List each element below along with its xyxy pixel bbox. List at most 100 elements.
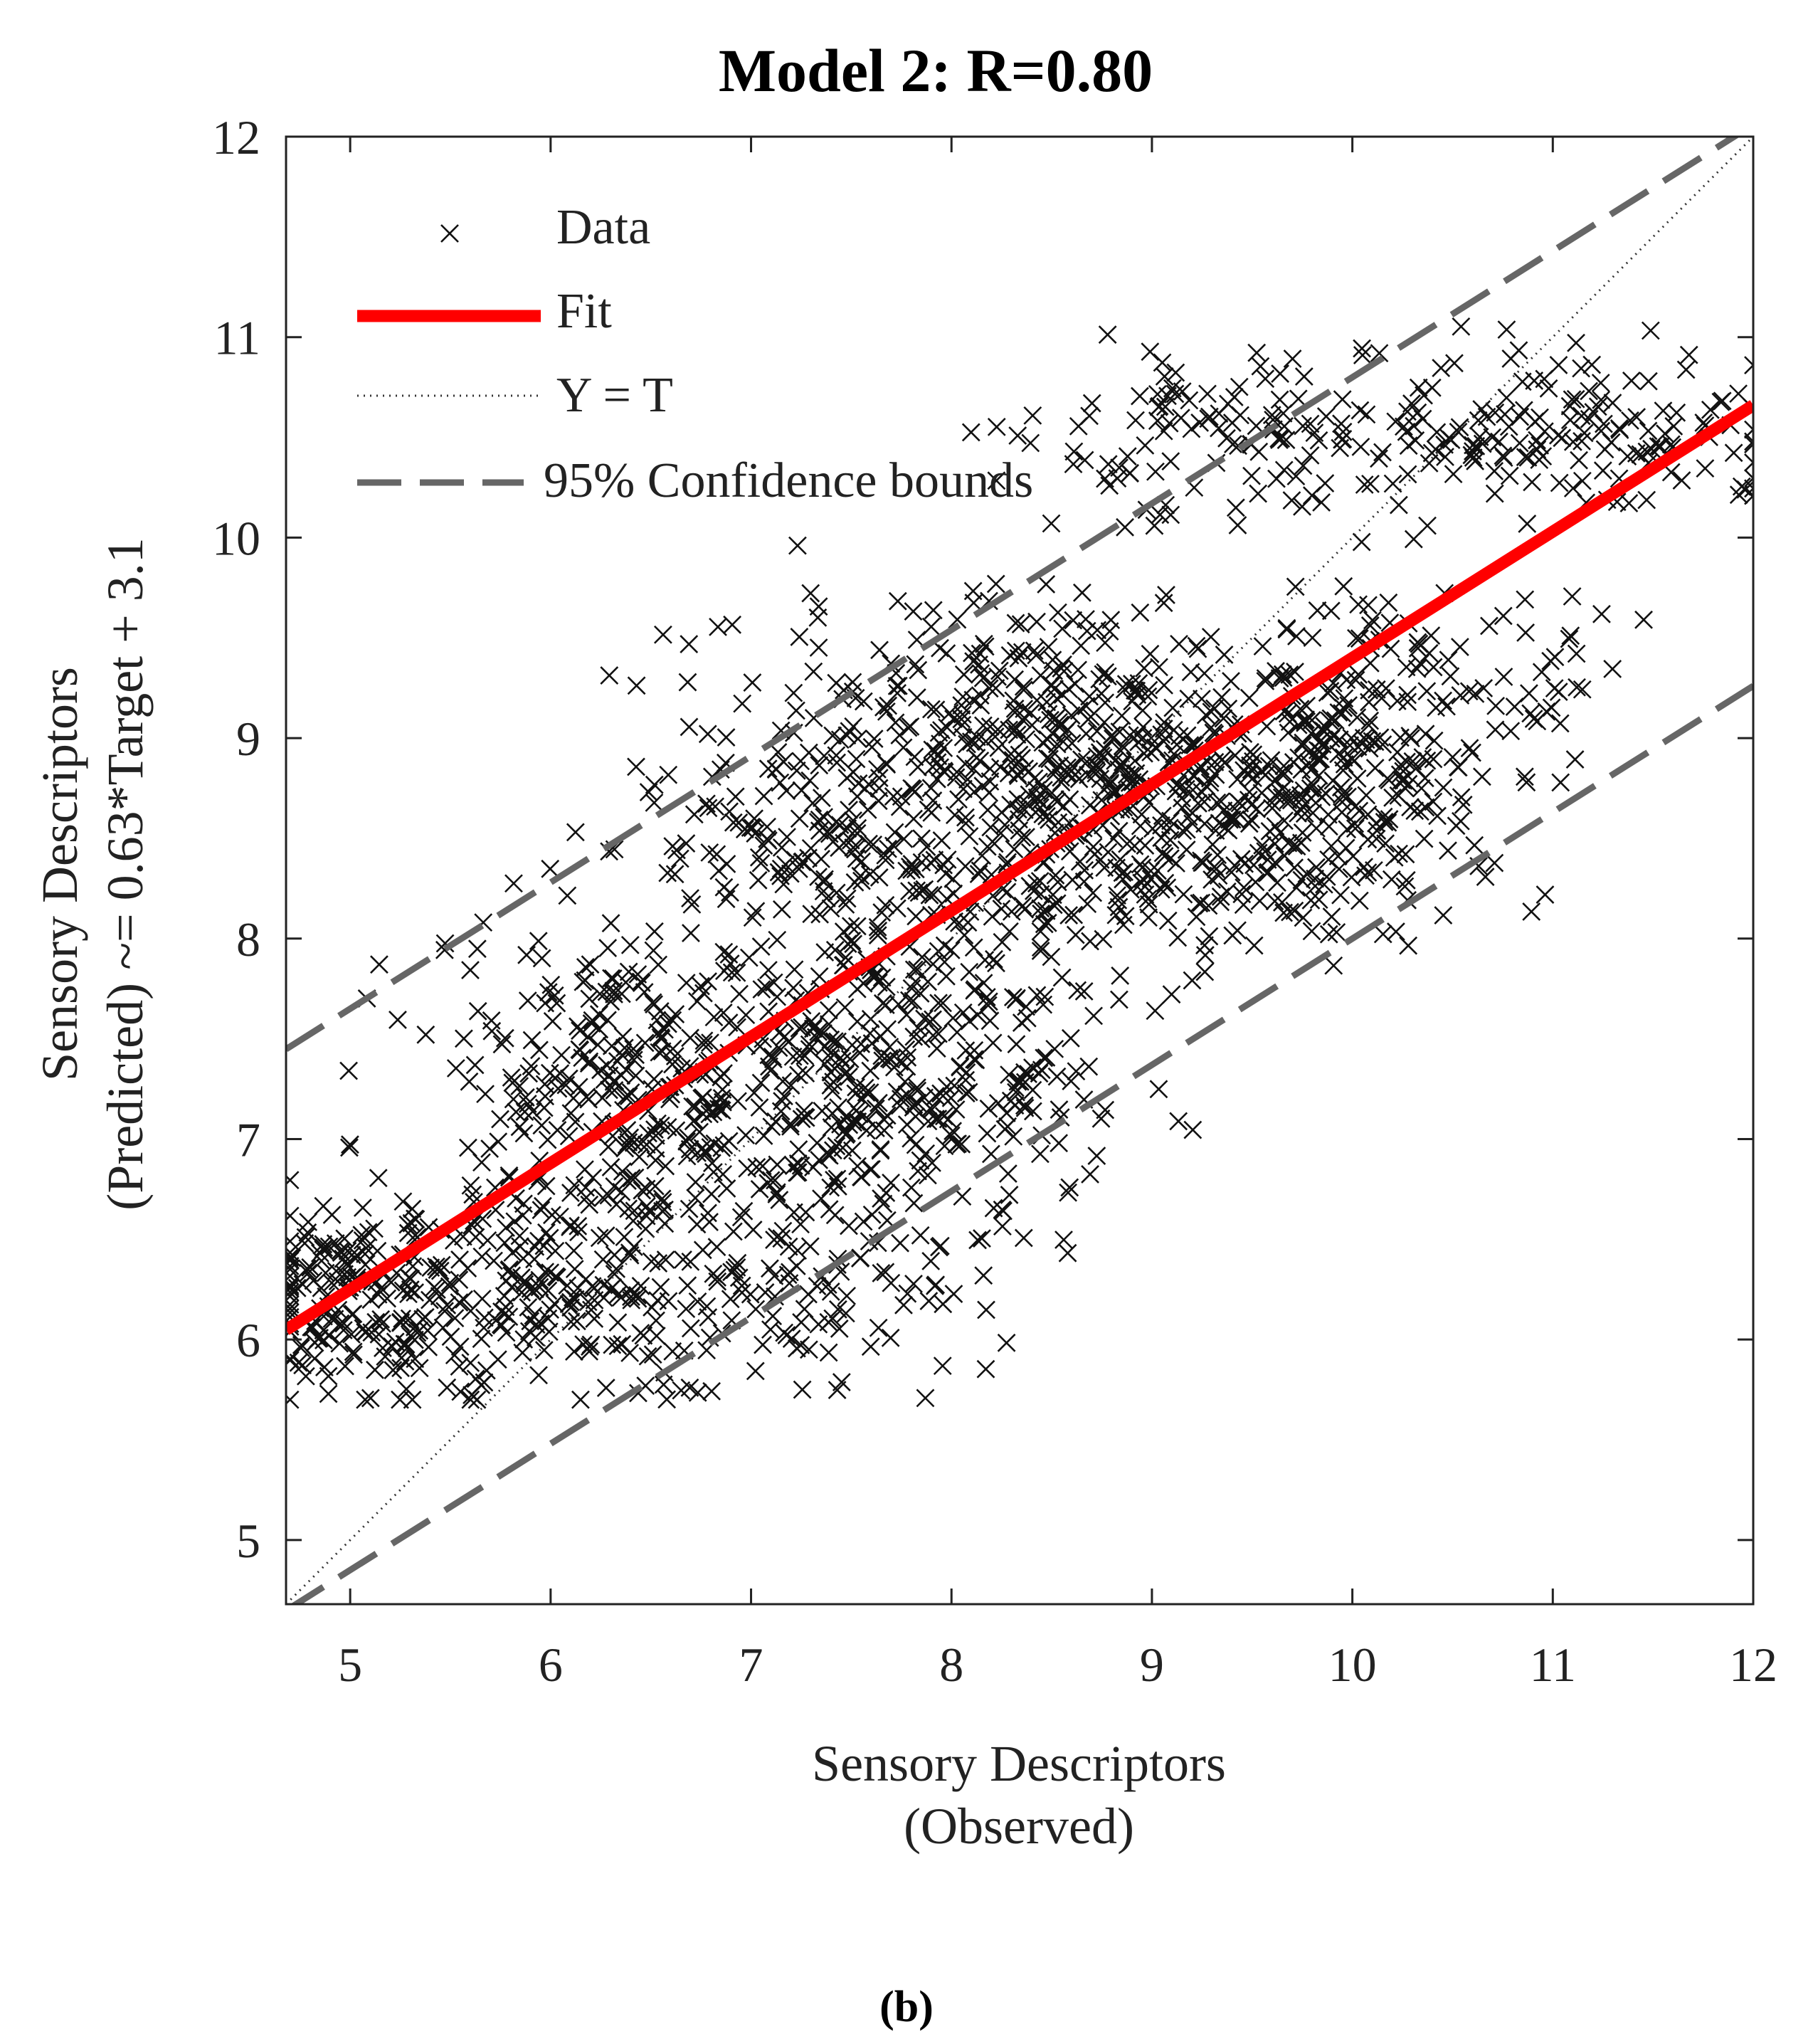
data-point [522,1031,541,1050]
data-point [650,1043,669,1062]
data-point [1744,479,1753,498]
data-point [1136,436,1155,455]
data-point [1199,409,1218,428]
data-point [1407,659,1427,678]
data-point [795,1300,814,1319]
data-point [1215,753,1234,772]
data-point [1042,784,1062,803]
data-point [1301,761,1321,779]
data-point [1050,1134,1069,1153]
data-point [1008,426,1027,446]
data-point [889,676,908,695]
data-point [1059,1183,1077,1202]
data-point [911,1226,930,1245]
data-point [616,1060,635,1080]
data-point [804,662,823,681]
data-point [819,1001,838,1020]
data-point [1476,868,1495,886]
data-point [1308,601,1327,620]
data-point [1318,683,1337,702]
data-point [620,1243,639,1263]
data-point [1399,936,1418,955]
data-point [886,713,905,732]
data-point [933,1356,952,1376]
data-point [526,1237,545,1256]
data-point [904,809,923,828]
data-point [1394,771,1413,790]
data-point [735,820,754,839]
data-point [968,1231,987,1250]
data-point [591,1060,610,1080]
data-point [1153,353,1172,372]
data-point [1302,922,1321,941]
data-point [854,1212,873,1231]
data-point [1350,891,1369,910]
data-point [1413,748,1432,766]
data-point [1127,681,1146,700]
data-point [1240,688,1259,707]
data-point [852,1035,871,1053]
data-point [848,729,867,748]
data-point [1664,417,1684,436]
data-point [1064,905,1084,924]
data-point [495,1305,514,1324]
data-point [642,1252,661,1271]
data-point [1676,360,1696,379]
data-point [680,1378,699,1397]
data-point [966,733,985,752]
data-point [1346,670,1365,690]
data-point [1409,378,1428,397]
data-point [995,816,1015,835]
data-point [1347,628,1365,648]
data-point [1305,423,1324,443]
data-point [561,1104,581,1123]
data-point [1422,378,1442,397]
data-point [1081,1165,1099,1184]
data-point [1021,703,1040,722]
data-point [636,1219,655,1238]
data-point [870,641,889,660]
data-point [1179,689,1198,708]
data-point [708,1268,726,1287]
data-point [952,1134,971,1154]
data-point [877,755,897,774]
data-point [902,1178,921,1197]
data-point [1078,765,1097,784]
data-point [455,1290,473,1309]
data-point [912,829,931,848]
data-point [1637,442,1656,461]
plot-frame [285,135,1755,1606]
data-point [476,1085,495,1104]
data-point [650,1001,670,1021]
data-point [286,1257,300,1275]
data-point [1079,710,1098,729]
data-point [1207,860,1225,879]
data-point [1485,462,1504,480]
data-point [1014,1228,1033,1248]
data-point [887,1082,906,1101]
data-point [821,1076,840,1095]
data-point [653,625,672,644]
data-point [1591,374,1610,392]
data-point [842,1036,862,1055]
data-point [744,1083,763,1102]
data-point [946,768,966,787]
y-tick-label: 8 [236,912,260,966]
data-point [1272,892,1291,912]
data-point [1156,397,1175,416]
data-point [1154,732,1173,751]
data-point [817,889,836,907]
data-point [830,1319,849,1338]
data-point [1006,613,1025,633]
data-point [1293,497,1311,516]
data-point [566,1112,585,1132]
data-point [953,727,973,747]
data-point [1104,829,1124,848]
data-point [1532,663,1551,682]
data-point [924,791,943,810]
data-point [1411,654,1429,673]
data-point [1479,616,1498,636]
data-point [1443,747,1462,766]
data-point [1069,769,1089,789]
